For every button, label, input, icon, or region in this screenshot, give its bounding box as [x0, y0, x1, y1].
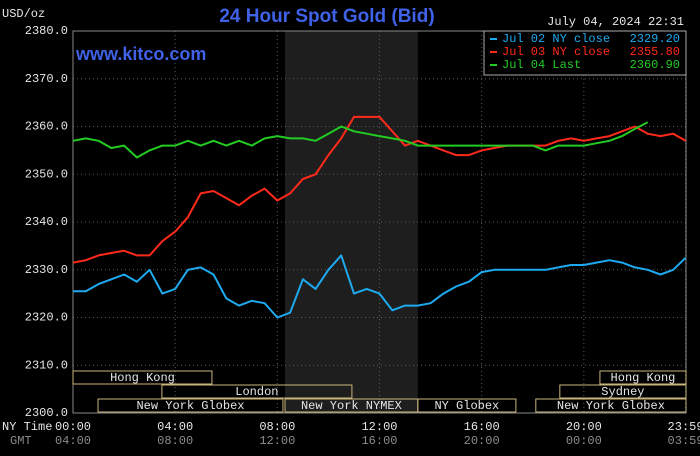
x-tick-label: 20:00	[566, 420, 602, 434]
x-tick-label: 08:00	[259, 420, 295, 434]
x2-axis-label: GMT	[10, 434, 32, 448]
x-axis-label: NY Time	[2, 420, 52, 434]
y-tick-label: 2380.0	[25, 24, 68, 38]
shaded-band	[284, 31, 418, 413]
price-line	[73, 254, 687, 319]
session-label: New York Globex	[136, 399, 244, 413]
y-tick-label: 2320.0	[25, 311, 68, 325]
legend-value: 2360.90	[630, 58, 680, 72]
y-tick-label: 2360.0	[25, 120, 68, 134]
y-axis-unit: USD/oz	[2, 7, 45, 21]
session-box	[72, 370, 213, 385]
x-tick-label: 04:00	[157, 420, 193, 434]
x-tick-label: 16:00	[464, 420, 500, 434]
plot-frame	[72, 30, 687, 414]
x2-tick-label: 16:00	[361, 434, 397, 448]
x2-tick-label: 04:00	[55, 434, 91, 448]
y-tick-label: 2370.0	[25, 72, 68, 86]
y-tick-label: 2300.0	[25, 406, 68, 420]
session-box	[97, 398, 284, 413]
x2-tick-label: 12:00	[259, 434, 295, 448]
legend-name: Jul 04 Last	[502, 58, 581, 72]
x-tick-label: 00:00	[55, 420, 91, 434]
price-line	[72, 115, 687, 264]
legend-value: 2329.20	[630, 32, 680, 46]
x2-tick-label: 08:00	[157, 434, 193, 448]
y-tick-label: 2340.0	[25, 215, 68, 229]
session-label: London	[235, 385, 278, 399]
y-tick-label: 2350.0	[25, 167, 68, 181]
y-tick-label: 2310.0	[25, 358, 68, 372]
chart-date: July 04, 2024 22:31	[547, 15, 684, 29]
session-label: Sydney	[601, 385, 644, 399]
session-label: New York NYMEX	[301, 399, 402, 413]
session-box	[599, 370, 687, 385]
session-label: NY Globex	[434, 399, 499, 413]
watermark: www.kitco.com	[75, 44, 206, 64]
session-box	[417, 398, 517, 413]
session-label: Hong Kong	[611, 371, 676, 385]
chart-title: 24 Hour Spot Gold (Bid)	[219, 6, 434, 27]
session-box	[535, 398, 687, 413]
session-label: New York Globex	[557, 399, 665, 413]
legend-box	[483, 30, 687, 76]
price-line	[72, 121, 649, 159]
legend-name: Jul 03 NY close	[502, 45, 610, 59]
x-tick-label: 12:00	[361, 420, 397, 434]
legend-name: Jul 02 NY close	[502, 32, 610, 46]
session-box	[559, 384, 687, 399]
x2-tick-label: 00:00	[566, 434, 602, 448]
x2-tick-label: 20:00	[464, 434, 500, 448]
session-box	[161, 384, 353, 399]
x2-tick-label: 03:59	[668, 434, 700, 448]
session-label: Hong Kong	[110, 371, 175, 385]
legend-value: 2355.80	[630, 45, 680, 59]
x-tick-label: 23:59	[668, 420, 700, 434]
y-tick-label: 2330.0	[25, 263, 68, 277]
